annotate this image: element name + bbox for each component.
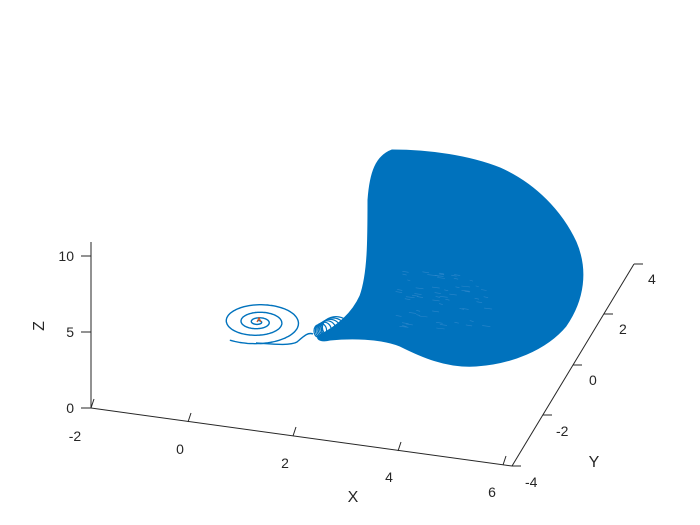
texture-stroke xyxy=(419,315,428,318)
texture-stroke xyxy=(411,294,419,297)
texture-stroke xyxy=(438,273,445,276)
data-layer xyxy=(225,149,584,367)
texture-stroke xyxy=(445,298,450,301)
texture-stroke xyxy=(422,271,430,274)
texture-stroke xyxy=(402,271,409,273)
texture-stroke xyxy=(415,287,424,290)
texture-stroke xyxy=(427,274,436,276)
x-tick-label: 4 xyxy=(385,469,393,485)
z-tick-label: 0 xyxy=(66,400,74,416)
y-ticks: -4 -2 0 2 4 xyxy=(512,263,656,490)
y-axis-label: Y xyxy=(589,454,600,471)
texture-stroke xyxy=(431,286,440,289)
texture-stroke xyxy=(461,290,471,292)
texture-stroke xyxy=(482,325,491,327)
x-axis-label: X xyxy=(348,489,359,506)
texture-stroke xyxy=(480,289,487,291)
y-tick-label: -4 xyxy=(525,474,538,490)
texture-stroke xyxy=(474,297,480,300)
texture-stroke xyxy=(416,310,421,312)
texture-stroke xyxy=(439,296,448,298)
transition-loop xyxy=(321,316,351,339)
texture-stroke xyxy=(436,327,445,330)
texture-stroke xyxy=(395,315,402,317)
texture-stroke xyxy=(436,322,443,324)
texture-stroke xyxy=(484,307,493,310)
texture-stroke xyxy=(476,301,483,303)
x-tick-label: 0 xyxy=(176,441,184,457)
texture-stroke xyxy=(459,308,465,310)
texture-stroke xyxy=(405,296,415,298)
z-ticks: 10 5 0 xyxy=(58,248,91,416)
texture-stroke xyxy=(439,324,448,326)
transition-trajectory xyxy=(255,332,314,346)
texture-stroke xyxy=(414,293,422,295)
texture-stroke xyxy=(469,320,474,322)
texture-stroke xyxy=(432,299,440,302)
texture-stroke xyxy=(405,323,413,326)
texture-stroke xyxy=(402,273,407,276)
texture-stroke xyxy=(475,285,479,288)
texture-stroke xyxy=(454,321,459,324)
texture-stroke xyxy=(461,285,471,288)
attractor-region xyxy=(317,149,584,367)
texture-stroke xyxy=(416,296,424,298)
texture-stroke xyxy=(465,324,473,327)
texture-stroke xyxy=(439,272,445,275)
texture-stroke xyxy=(432,310,440,313)
texture-stroke xyxy=(434,275,444,277)
attractor-texture xyxy=(395,271,493,330)
texture-stroke xyxy=(435,296,441,298)
x-tick-label: -2 xyxy=(69,428,82,444)
initial-segment xyxy=(256,316,262,323)
texture-stroke xyxy=(454,274,461,276)
texture-stroke xyxy=(397,289,403,291)
texture-stroke xyxy=(404,298,411,300)
transition-loops xyxy=(313,316,351,339)
x-ticks: -2 0 2 4 6 xyxy=(69,398,507,500)
texture-stroke xyxy=(399,326,409,328)
x-axis-line xyxy=(90,407,513,467)
texture-stroke xyxy=(449,293,457,296)
texture-stroke xyxy=(402,325,407,327)
texture-stroke xyxy=(439,303,443,305)
x-tick-label: 2 xyxy=(281,455,289,471)
z-tick-label: 5 xyxy=(66,324,74,340)
texture-stroke xyxy=(483,296,489,298)
y-tick-label: 0 xyxy=(589,372,597,388)
z-axis-label: Z xyxy=(31,321,48,331)
texture-stroke xyxy=(453,277,459,280)
texture-stroke xyxy=(444,289,449,292)
texture-stroke xyxy=(416,314,421,316)
texture-stroke xyxy=(451,274,457,277)
y-tick-label: 4 xyxy=(648,271,656,287)
texture-stroke xyxy=(408,312,417,314)
z-tick-label: 10 xyxy=(58,248,74,264)
x-tick-label: 6 xyxy=(488,484,496,500)
texture-stroke xyxy=(407,279,411,282)
spiral-trajectory xyxy=(225,304,300,345)
texture-stroke xyxy=(464,290,470,293)
texture-stroke xyxy=(437,277,446,279)
y-tick-label: 2 xyxy=(619,321,627,337)
texture-stroke xyxy=(402,322,409,324)
texture-stroke xyxy=(469,279,474,282)
y-tick-label: -2 xyxy=(556,423,569,439)
texture-stroke xyxy=(462,308,469,310)
texture-stroke xyxy=(395,291,403,293)
texture-stroke xyxy=(455,286,460,289)
texture-stroke xyxy=(434,292,441,294)
